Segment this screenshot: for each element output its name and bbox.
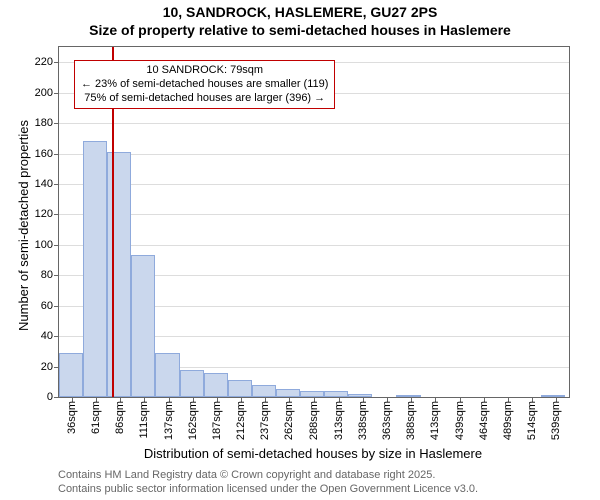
x-tick-label: 212sqm [235, 397, 247, 440]
attribution-footer: Contains HM Land Registry data © Crown c… [58, 468, 478, 497]
histogram-bar [107, 152, 131, 397]
histogram-bar [155, 353, 179, 397]
gridline [59, 123, 569, 124]
title-line-2: Size of property relative to semi-detach… [0, 22, 600, 38]
y-tick-label: 40 [41, 330, 59, 342]
x-tick-label: 288sqm [308, 397, 320, 440]
y-tick-label: 80 [41, 269, 59, 281]
x-tick-label: 363sqm [381, 397, 393, 440]
x-tick-label: 464sqm [478, 397, 490, 440]
x-tick-label: 86sqm [114, 397, 126, 434]
x-tick-label: 237sqm [259, 397, 271, 440]
histogram-bar [83, 141, 107, 397]
x-tick-label: 162sqm [187, 397, 199, 440]
x-axis-label: Distribution of semi-detached houses by … [58, 446, 568, 461]
x-tick-label: 539sqm [550, 397, 562, 440]
figure: 10, SANDROCK, HASLEMERE, GU27 2PS Size o… [0, 0, 600, 500]
callout-box: 10 SANDROCK: 79sqm← 23% of semi-detached… [74, 60, 335, 109]
title-line-1: 10, SANDROCK, HASLEMERE, GU27 2PS [0, 0, 600, 22]
histogram-bar [59, 353, 83, 397]
y-tick-label: 200 [35, 87, 59, 99]
x-tick-label: 514sqm [526, 397, 538, 440]
y-tick-label: 100 [35, 239, 59, 251]
gridline [59, 214, 569, 215]
x-tick-label: 489sqm [502, 397, 514, 440]
y-tick-label: 220 [35, 56, 59, 68]
y-tick-label: 180 [35, 117, 59, 129]
x-tick-label: 36sqm [66, 397, 78, 434]
y-tick-label: 20 [41, 361, 59, 373]
histogram-bar [276, 389, 300, 397]
x-tick-label: 187sqm [211, 397, 223, 440]
y-tick-label: 140 [35, 178, 59, 190]
histogram-bar [204, 373, 228, 397]
callout-line2: ← 23% of semi-detached houses are smalle… [81, 78, 328, 92]
histogram-bar [228, 380, 252, 397]
x-tick-label: 413sqm [429, 397, 441, 440]
x-tick-label: 388sqm [405, 397, 417, 440]
x-tick-label: 439sqm [454, 397, 466, 440]
x-tick-label: 111sqm [138, 397, 150, 439]
x-tick-label: 137sqm [163, 397, 175, 440]
gridline [59, 184, 569, 185]
x-tick-label: 338sqm [357, 397, 369, 440]
gridline [59, 154, 569, 155]
y-tick-label: 0 [47, 391, 59, 403]
callout-line1: 10 SANDROCK: 79sqm [81, 64, 328, 78]
y-tick-label: 120 [35, 208, 59, 220]
footer-line-1: Contains HM Land Registry data © Crown c… [58, 468, 478, 482]
histogram-bar [252, 385, 276, 397]
histogram-bar [131, 255, 155, 397]
x-tick-label: 313sqm [333, 397, 345, 440]
gridline [59, 245, 569, 246]
footer-line-2: Contains public sector information licen… [58, 482, 478, 496]
y-tick-label: 160 [35, 148, 59, 160]
callout-line3: 75% of semi-detached houses are larger (… [81, 92, 328, 106]
x-tick-label: 262sqm [283, 397, 295, 440]
plot-area: 02040608010012014016018020022036sqm61sqm… [58, 46, 570, 398]
x-tick-label: 61sqm [90, 397, 102, 434]
y-tick-label: 60 [41, 300, 59, 312]
histogram-bar [180, 370, 204, 397]
y-axis-label: Number of semi-detached properties [16, 120, 31, 331]
